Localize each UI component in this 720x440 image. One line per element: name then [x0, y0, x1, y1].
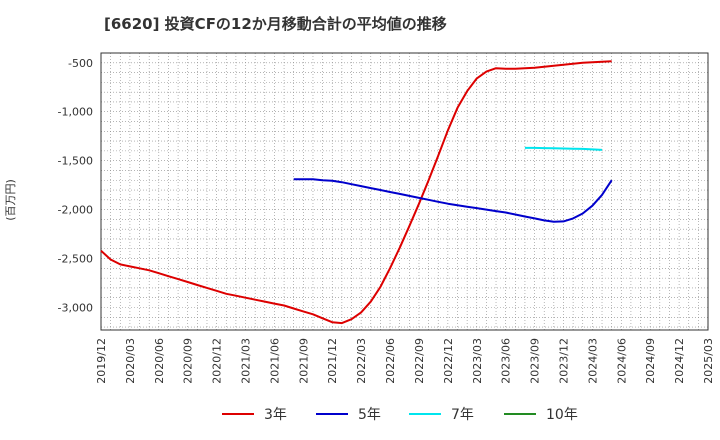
- x-tick-label: 2022/03: [355, 338, 368, 384]
- x-tick-label: 2020/12: [211, 338, 224, 384]
- x-tick-label: 2025/03: [702, 338, 715, 384]
- x-tick-label: 2020/06: [153, 338, 166, 384]
- x-tick-label: 2022/09: [413, 338, 426, 384]
- x-tick-label: 2024/06: [615, 338, 628, 384]
- x-tick-label: 2023/03: [471, 338, 484, 384]
- y-tick-label: -3,000: [58, 301, 93, 314]
- x-tick-label: 2024/09: [644, 338, 657, 384]
- series-line-7年: [524, 146, 603, 151]
- legend-label: 3年: [264, 407, 287, 423]
- y-tick-label: -1,500: [58, 155, 93, 168]
- x-tick-label: 2020/03: [124, 338, 137, 384]
- y-tick-label: -2,000: [58, 204, 93, 217]
- x-tick-label: 2021/06: [268, 338, 281, 384]
- x-tick-label: 2021/12: [326, 338, 339, 384]
- legend-label: 10年: [546, 407, 578, 423]
- x-tick-label: 2021/09: [297, 338, 310, 384]
- series-line-3年: [100, 60, 612, 325]
- x-tick-label: 2020/09: [182, 338, 195, 384]
- x-tick-label: 2019/12: [95, 338, 108, 384]
- x-tick-label: 2024/12: [673, 338, 686, 384]
- y-tick-label: -500: [68, 57, 93, 70]
- legend-label: 7年: [451, 407, 474, 423]
- x-tick-label: 2021/03: [240, 338, 253, 384]
- y-tick-label: -2,500: [58, 253, 93, 266]
- x-tick-label: 2023/06: [500, 338, 513, 384]
- x-tick-label: 2023/09: [529, 338, 542, 384]
- x-tick-label: 2023/12: [557, 338, 570, 384]
- x-tick-label: 2024/03: [586, 338, 599, 384]
- series-line-5年: [293, 178, 613, 223]
- x-tick-label: 2022/06: [384, 338, 397, 384]
- legend-label: 5年: [358, 407, 381, 423]
- x-tick-label: 2022/12: [442, 338, 455, 384]
- plot-frame: [100, 52, 709, 331]
- y-tick-label: -1,000: [58, 106, 93, 119]
- plot-area: [101, 53, 708, 330]
- chart-title: [6620] 投資CFの12か月移動合計の平均値の推移: [104, 15, 447, 33]
